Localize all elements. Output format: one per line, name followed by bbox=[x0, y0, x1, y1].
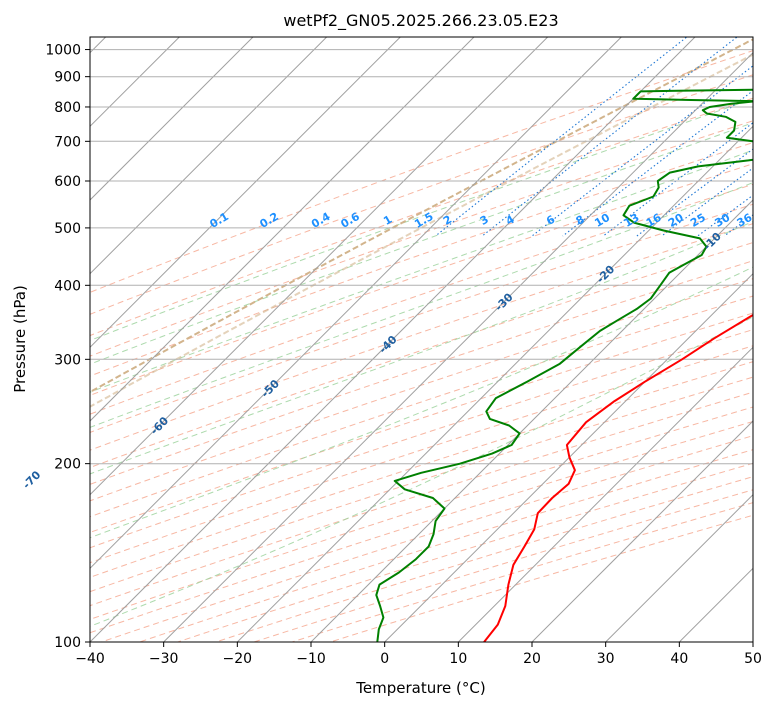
profile-lines bbox=[375, 88, 753, 642]
isotherm-line bbox=[310, 199, 753, 642]
y-tick-label: 400 bbox=[54, 278, 81, 294]
mixing-ratio-line bbox=[481, 37, 738, 237]
plot-frame bbox=[89, 36, 754, 643]
isotherm-line bbox=[384, 272, 753, 642]
dry-adiabat-line bbox=[99, 435, 753, 642]
y-axis-title: Pressure (hPa) bbox=[11, 285, 29, 393]
temperature-line bbox=[483, 313, 753, 642]
x-tick-label: 30 bbox=[597, 651, 615, 667]
chart-title: wetPf2_GN05.2025.266.23.05.E23 bbox=[283, 11, 558, 31]
mixing-ratio-line bbox=[602, 122, 753, 237]
x-tick-label: 50 bbox=[744, 651, 762, 667]
y-tick-label: 700 bbox=[54, 134, 81, 150]
dry-adiabat-line bbox=[90, 50, 753, 293]
y-axis-ticks: 1000 900 800 700 600 500 400 300 200 100 bbox=[45, 43, 90, 651]
y-tick-label: 600 bbox=[54, 174, 81, 190]
dry-adiabat-line bbox=[90, 74, 753, 315]
y-tick-label: 800 bbox=[54, 100, 81, 116]
isotherm-line bbox=[90, 37, 254, 201]
y-tick-label: 500 bbox=[54, 221, 81, 237]
dry-adiabat-line bbox=[90, 223, 753, 451]
dry-adiabat-line bbox=[90, 241, 753, 469]
x-tick-label: 40 bbox=[670, 651, 688, 667]
dry-adiabat-line bbox=[90, 361, 753, 578]
isotherm-line bbox=[90, 37, 475, 422]
y-tick-label: 300 bbox=[54, 352, 81, 368]
mixing-ratio-line bbox=[531, 65, 753, 237]
background-grid bbox=[90, 37, 753, 642]
y-tick-label: 1000 bbox=[45, 43, 81, 59]
x-axis-title: Temperature (°C) bbox=[355, 679, 485, 697]
isotherm-line bbox=[163, 51, 753, 642]
isotherm-line bbox=[457, 346, 753, 642]
y-tick-label: 200 bbox=[54, 457, 81, 473]
x-axis-ticks: −40 −30 −20 −10 0 10 20 30 40 50 bbox=[75, 642, 762, 667]
x-tick-label: −20 bbox=[223, 651, 253, 667]
x-tick-label: −30 bbox=[149, 651, 179, 667]
isotherm-line bbox=[90, 37, 401, 349]
dry-adiabat-line bbox=[252, 489, 753, 642]
x-tick-label: 0 bbox=[380, 651, 389, 667]
moist-adiabat-line bbox=[90, 316, 753, 627]
dry-adiabat-line bbox=[290, 502, 753, 642]
x-tick-label: −40 bbox=[75, 651, 105, 667]
dry-adiabat-line bbox=[90, 120, 753, 357]
dry-adiabat-line bbox=[90, 278, 753, 502]
isotherm-line bbox=[531, 420, 753, 642]
isotherm-line bbox=[90, 37, 549, 496]
isotherm-line bbox=[90, 37, 622, 570]
x-tick-label: 20 bbox=[523, 651, 541, 667]
y-tick-label: 900 bbox=[54, 70, 81, 86]
isotherm-line bbox=[605, 493, 753, 642]
isotherm-line bbox=[236, 125, 753, 642]
x-tick-label: 10 bbox=[449, 651, 467, 667]
dry-adiabat-line bbox=[90, 376, 753, 593]
isotherm-line bbox=[90, 37, 696, 642]
dewpoint-line bbox=[375, 88, 753, 642]
dry-adiabat-line bbox=[90, 260, 753, 485]
y-tick-label: 100 bbox=[54, 635, 81, 651]
mixing-ratio-line bbox=[435, 37, 688, 237]
isotherm-line bbox=[90, 37, 328, 275]
mixing-ratio-line bbox=[661, 167, 753, 237]
x-tick-label: −10 bbox=[296, 651, 326, 667]
